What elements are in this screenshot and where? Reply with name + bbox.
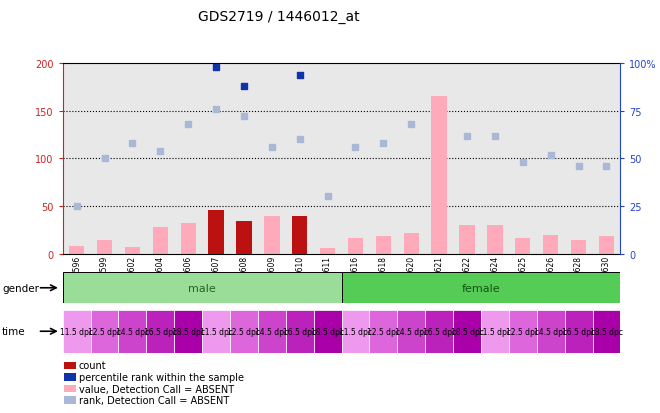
Bar	[230, 310, 258, 353]
Bar	[125, 247, 140, 254]
Point	[211, 64, 221, 71]
Text: 16.5 dpc: 16.5 dpc	[144, 327, 177, 336]
Bar	[174, 310, 202, 353]
Text: gender: gender	[2, 283, 39, 293]
Text: 14.5 dpc: 14.5 dpc	[395, 327, 428, 336]
Text: 14.5 dpc: 14.5 dpc	[255, 327, 288, 336]
Bar	[63, 310, 90, 353]
Bar	[537, 310, 565, 353]
Bar	[515, 239, 531, 254]
Point	[294, 137, 305, 143]
Bar	[236, 222, 251, 254]
Text: rank, Detection Call = ABSENT: rank, Detection Call = ABSENT	[79, 395, 229, 405]
Text: count: count	[79, 361, 106, 370]
Text: 16.5 dpc: 16.5 dpc	[283, 327, 316, 336]
Point	[545, 152, 556, 159]
Bar	[181, 223, 196, 254]
Text: time: time	[2, 326, 26, 337]
Text: 12.5 dpc: 12.5 dpc	[228, 327, 261, 336]
Point	[601, 163, 612, 170]
Bar	[593, 310, 620, 353]
Bar	[397, 310, 425, 353]
Point	[267, 144, 277, 151]
Bar	[404, 233, 419, 254]
Bar	[258, 310, 286, 353]
Bar	[425, 310, 453, 353]
Bar	[565, 310, 593, 353]
Point	[127, 140, 138, 147]
Bar	[119, 310, 147, 353]
Bar	[63, 273, 342, 304]
Text: 12.5 dpc: 12.5 dpc	[367, 327, 400, 336]
Text: 16.5 dpc: 16.5 dpc	[422, 327, 455, 336]
Bar	[69, 247, 84, 254]
Text: percentile rank within the sample: percentile rank within the sample	[79, 372, 244, 382]
Point	[490, 133, 500, 140]
Text: male: male	[188, 283, 216, 293]
Bar	[342, 310, 370, 353]
Text: 12.5 dpc: 12.5 dpc	[88, 327, 121, 336]
Bar	[202, 310, 230, 353]
Text: female: female	[461, 283, 500, 293]
Point	[574, 163, 584, 170]
Bar	[147, 310, 174, 353]
Bar	[376, 237, 391, 254]
Bar	[370, 310, 397, 353]
Text: 18.5 dpc: 18.5 dpc	[590, 327, 623, 336]
Text: 11.5 dpc: 11.5 dpc	[339, 327, 372, 336]
Bar	[487, 225, 502, 254]
Text: 18.5 dpc: 18.5 dpc	[172, 327, 205, 336]
Bar	[152, 228, 168, 254]
Bar	[292, 216, 308, 254]
Text: 11.5 dpc: 11.5 dpc	[199, 327, 232, 336]
Point	[406, 121, 416, 128]
Bar	[571, 241, 586, 254]
Bar	[314, 310, 342, 353]
Bar	[286, 310, 313, 353]
Bar	[543, 235, 558, 254]
Point	[350, 144, 361, 151]
Bar	[264, 216, 279, 254]
Bar	[342, 273, 620, 304]
Bar	[481, 310, 509, 353]
Point	[462, 133, 473, 140]
Point	[434, 34, 444, 41]
Bar	[209, 210, 224, 254]
Text: 11.5 dpc: 11.5 dpc	[478, 327, 512, 336]
Point	[378, 140, 389, 147]
Bar	[459, 225, 475, 254]
Text: GDS2719 / 1446012_at: GDS2719 / 1446012_at	[198, 10, 360, 24]
Bar	[432, 97, 447, 254]
Text: 16.5 dpc: 16.5 dpc	[562, 327, 595, 336]
Point	[322, 194, 333, 200]
Bar	[599, 237, 614, 254]
Bar	[97, 241, 112, 254]
Text: 11.5 dpc: 11.5 dpc	[60, 327, 93, 336]
Text: 18.5 dpc: 18.5 dpc	[311, 327, 344, 336]
Point	[155, 148, 166, 155]
Point	[294, 72, 305, 79]
Point	[183, 121, 193, 128]
Point	[99, 156, 110, 162]
Bar	[90, 310, 119, 353]
Bar	[509, 310, 537, 353]
Bar	[292, 218, 308, 254]
Point	[211, 106, 221, 113]
Text: value, Detection Call = ABSENT: value, Detection Call = ABSENT	[79, 384, 234, 394]
Point	[71, 203, 82, 210]
Point	[239, 114, 249, 121]
Bar	[348, 239, 363, 254]
Text: 14.5 dpc: 14.5 dpc	[534, 327, 567, 336]
Bar	[209, 210, 224, 254]
Point	[239, 83, 249, 90]
Text: 18.5 dpc: 18.5 dpc	[451, 327, 484, 336]
Text: 12.5 dpc: 12.5 dpc	[506, 327, 539, 336]
Bar	[236, 223, 251, 254]
Bar	[320, 248, 335, 254]
Point	[517, 159, 528, 166]
Text: 14.5 dpc: 14.5 dpc	[116, 327, 149, 336]
Bar	[453, 310, 481, 353]
